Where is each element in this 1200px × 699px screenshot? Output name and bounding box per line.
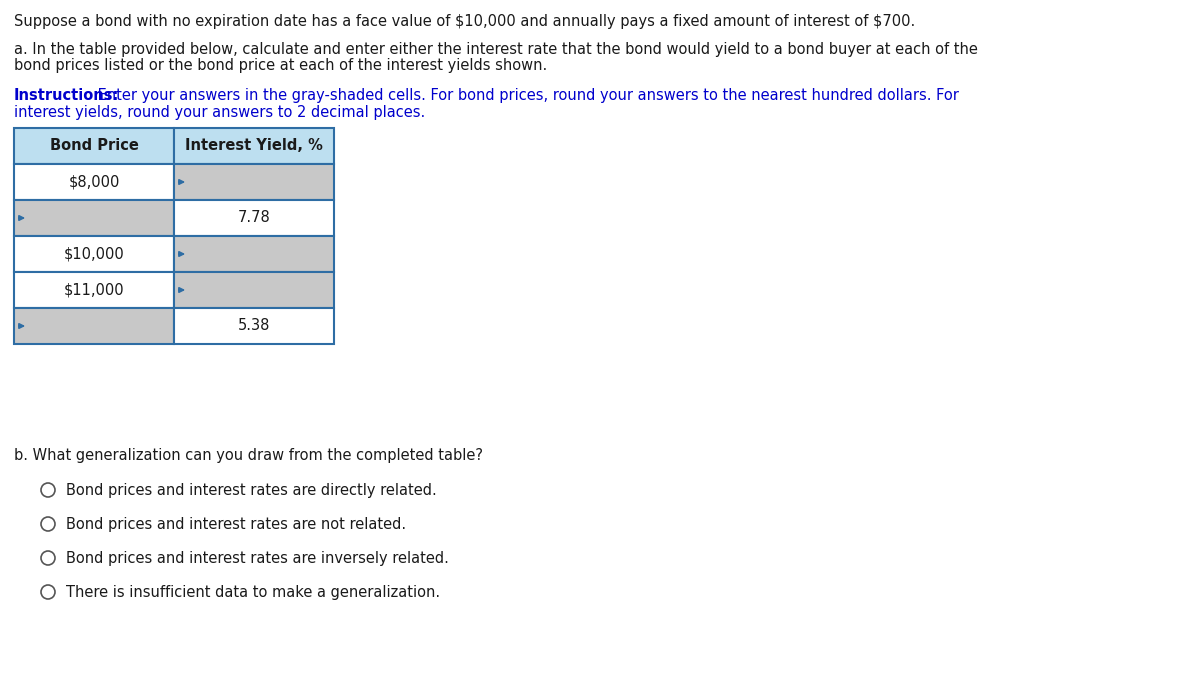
Text: Interest Yield, %: Interest Yield, % bbox=[185, 138, 323, 154]
Text: Enter your answers in the gray-shaded cells. For bond prices, round your answers: Enter your answers in the gray-shaded ce… bbox=[94, 88, 959, 103]
Bar bbox=[174, 236, 334, 272]
Text: \$8,000: \$8,000 bbox=[68, 175, 120, 189]
Text: 7.78: 7.78 bbox=[238, 210, 270, 226]
Bar bbox=[174, 128, 334, 164]
Text: There is insufficient data to make a generalization.: There is insufficient data to make a gen… bbox=[66, 584, 440, 600]
Text: bond prices listed or the bond price at each of the interest yields shown.: bond prices listed or the bond price at … bbox=[14, 58, 547, 73]
Bar bbox=[14, 272, 174, 308]
Text: 5.38: 5.38 bbox=[238, 319, 270, 333]
Bar bbox=[174, 200, 334, 236]
Bar bbox=[174, 308, 334, 344]
Bar bbox=[14, 200, 174, 236]
Text: interest yields, round your answers to 2 decimal places.: interest yields, round your answers to 2… bbox=[14, 105, 425, 120]
Text: b. What generalization can you draw from the completed table?: b. What generalization can you draw from… bbox=[14, 448, 482, 463]
Text: Bond prices and interest rates are inversely related.: Bond prices and interest rates are inver… bbox=[66, 551, 449, 565]
Bar bbox=[174, 164, 334, 200]
Text: a. In the table provided below, calculate and enter either the interest rate tha: a. In the table provided below, calculat… bbox=[14, 42, 978, 57]
Text: Bond prices and interest rates are directly related.: Bond prices and interest rates are direc… bbox=[66, 482, 437, 498]
Bar bbox=[14, 164, 174, 200]
Bar bbox=[14, 128, 174, 164]
Text: \$10,000: \$10,000 bbox=[64, 247, 125, 261]
Text: Suppose a bond with no expiration date has a face value of \$10,000 and annually: Suppose a bond with no expiration date h… bbox=[14, 14, 916, 29]
Bar bbox=[174, 272, 334, 308]
Bar bbox=[14, 308, 174, 344]
Text: Instructions:: Instructions: bbox=[14, 88, 119, 103]
Bar bbox=[14, 236, 174, 272]
Text: \$11,000: \$11,000 bbox=[64, 282, 125, 298]
Text: Bond Price: Bond Price bbox=[49, 138, 138, 154]
Text: Bond prices and interest rates are not related.: Bond prices and interest rates are not r… bbox=[66, 517, 406, 531]
